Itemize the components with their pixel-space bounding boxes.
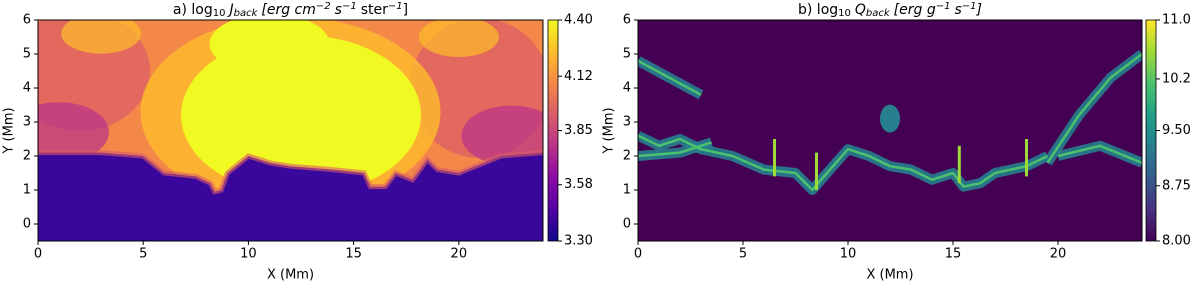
x-tick-label: 15 [345,247,362,262]
colorbar-tick-label: 3.30 [564,234,593,249]
title-part: [erg g [894,2,936,18]
title-part: a) log [173,2,213,18]
title-part: J [226,2,233,18]
y-tick-label: 5 [623,47,631,62]
heatmap-blob [61,20,142,54]
plot-frame [37,19,544,242]
title-part: Q [855,2,866,18]
heatmap-blob [461,105,543,166]
colorbar-tick-label: 3.58 [564,177,593,192]
colorbar-tick-label: 8.75 [1162,178,1191,193]
colorbar [1145,19,1157,242]
y-tick-label: 3 [23,115,31,130]
x-tick-label: 5 [739,247,747,262]
y-tick-label: 5 [23,47,31,62]
colorbar-tick-label: 4.40 [564,13,593,28]
plot-frame [637,19,1143,242]
x-axis-label: X (Mm) [267,268,314,283]
title-part: [erg cm [261,2,316,18]
title-part: −1 [962,1,977,12]
y-tick-label: 2 [23,149,31,164]
heatmap-strand-core [638,134,1049,192]
y-tick-label: 3 [623,115,631,130]
y-tick-label: 1 [623,183,631,198]
y-tick-label: 0 [23,217,31,232]
title-part: ] [403,2,408,18]
x-tick-label: 0 [34,247,42,262]
x-tick-label: 20 [451,247,468,262]
heatmap-blob [209,20,330,74]
heatmap-blob [181,35,422,196]
heatmap-strand-core [638,141,712,158]
colorbar-tick-label: 9.50 [1162,123,1191,138]
y-tick-label: 2 [623,149,631,164]
x-tick-label: 5 [139,247,147,262]
y-axis-label: Y (Mm) [602,107,617,154]
colorbar-tick-label: 3.85 [564,123,593,138]
title-part: back [866,8,891,19]
chart-title: b) log10 Qback [erg g−1 s−1] [798,1,982,19]
title-part: −1 [936,1,951,12]
title-part: 10 [213,8,226,19]
x-tick-label: 15 [945,247,962,262]
heatmap-strand-core [1046,53,1142,164]
y-tick-label: 4 [23,81,31,96]
heatmap-strand-core [638,59,702,96]
colorbar-tick-label: 10.2 [1162,71,1191,86]
x-tick-label: 0 [634,247,642,262]
title-part: ster [361,2,388,18]
heatmap-blob [418,20,499,57]
title-part: 10 [838,8,851,19]
panel: b) log10 Qback [erg g−1 s−1]0 5 10 15 200123456… [602,1,1191,283]
heatmap-strand-core [1057,144,1142,164]
chart-title: a) log10 Jback [erg cm−2 s−1 ster−1] [173,1,408,19]
heatmap-image [38,20,543,241]
heatmap-edge [38,150,543,195]
colorbar-tick-label: 11.0 [1162,13,1191,28]
y-tick-label: 1 [23,183,31,198]
panel: a) log10 Jback [erg cm−2 s−1 ster−1]0 5 10 15 20… [2,1,593,283]
heatmap-blob [880,104,900,133]
title-part: s [335,2,342,18]
title-part: b) log [798,2,838,18]
y-axis-label: Y (Mm) [2,107,17,154]
colorbar-tick-label: 8.00 [1162,234,1191,249]
title-part: ] [976,2,982,18]
y-tick-label: 0 [623,217,631,232]
x-axis-label: X (Mm) [866,268,913,283]
x-tick-label: 10 [240,247,257,262]
heatmap-image [638,20,1142,241]
title-part: back [234,8,259,19]
colorbar-tick-label: 4.12 [564,69,593,84]
x-tick-label: 10 [840,247,857,262]
y-tick-label: 6 [23,13,31,28]
title-part: −1 [388,1,403,12]
y-tick-label: 4 [623,81,631,96]
colorbar [547,19,559,242]
x-tick-label: 20 [1050,247,1067,262]
title-part: −2 [316,1,331,12]
title-part: s [954,2,961,18]
y-tick-label: 6 [623,13,631,28]
title-part: −1 [342,1,357,12]
heatmap-blob [38,102,110,163]
